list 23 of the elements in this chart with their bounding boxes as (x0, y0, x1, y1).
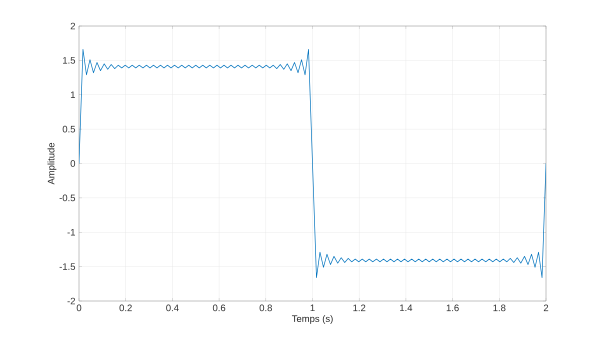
y-tick-label: 1.5 (63, 57, 76, 64)
x-tick-label: 1.8 (493, 304, 506, 312)
y-tick-label: 1 (70, 91, 76, 98)
x-axis-title: Temps (s) (292, 315, 333, 324)
x-tick-label: 1.4 (400, 304, 412, 312)
x-tick-label: 1.2 (353, 304, 366, 312)
y-tick-label: 2 (70, 22, 76, 30)
y-tick-label: -1.5 (60, 263, 76, 270)
y-tick-label: -1 (67, 228, 76, 236)
y-tick-label: 0.5 (62, 126, 76, 132)
x-tick-label: 0 (76, 304, 82, 312)
line-series (79, 49, 546, 278)
y-tick-label: 0 (70, 160, 76, 167)
x-tick-label: 0.2 (119, 304, 132, 312)
x-tick-label: 0.8 (260, 304, 272, 312)
x-tick-label: 2 (544, 304, 548, 312)
y-tick-label: -0.5 (60, 194, 76, 202)
x-tick-label: 1 (310, 304, 315, 312)
y-tick-label: -2 (67, 298, 76, 304)
x-tick-label: 1.6 (446, 304, 459, 312)
x-tick-label: 0.4 (166, 304, 179, 312)
x-tick-label: 0.6 (212, 304, 226, 312)
y-axis-title: Amplitude (48, 142, 56, 185)
